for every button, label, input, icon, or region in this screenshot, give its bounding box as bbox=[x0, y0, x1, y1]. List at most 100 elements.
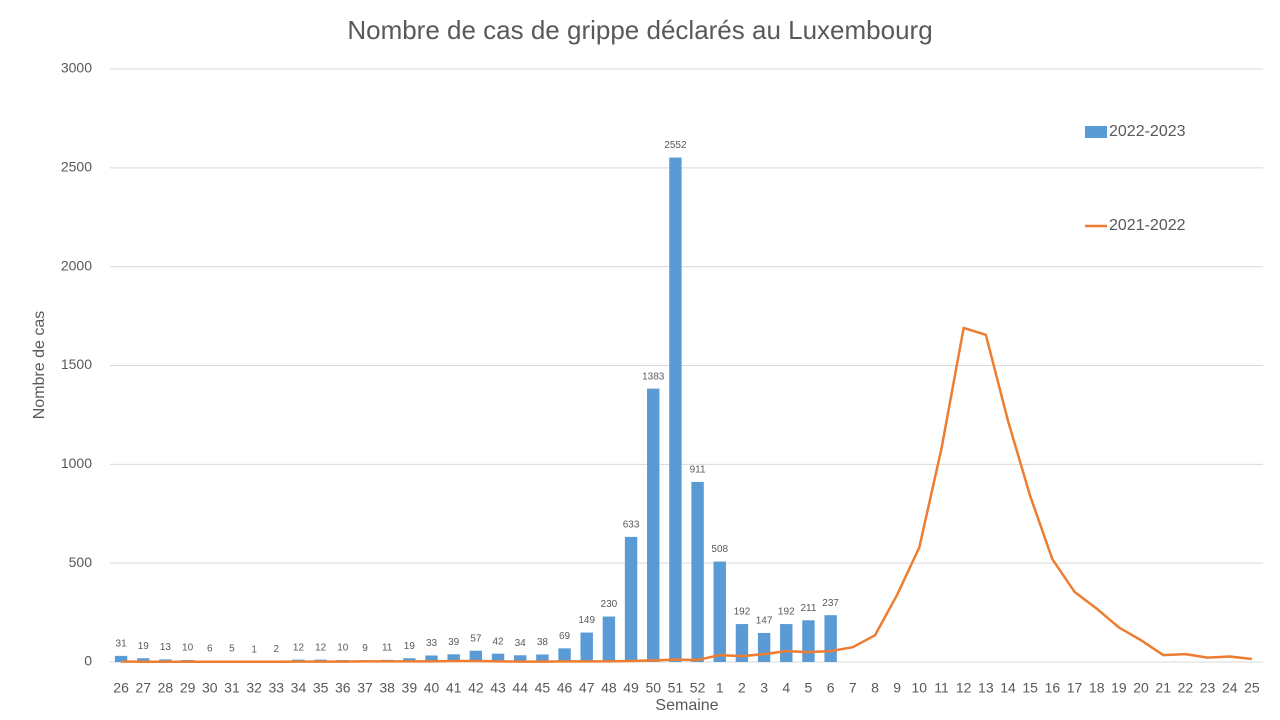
bar bbox=[447, 654, 460, 662]
bar bbox=[469, 650, 483, 662]
y-tick-label: 0 bbox=[84, 653, 92, 669]
x-tick-label: 38 bbox=[379, 680, 395, 696]
data-label: 147 bbox=[756, 616, 773, 627]
x-tick-label: 45 bbox=[535, 680, 551, 696]
x-tick-label: 40 bbox=[424, 680, 440, 696]
x-tick-label: 32 bbox=[246, 680, 262, 696]
data-label: 38 bbox=[537, 637, 549, 648]
bar bbox=[403, 658, 416, 662]
y-tick-label: 2500 bbox=[61, 159, 92, 175]
data-label: 1383 bbox=[642, 371, 665, 382]
x-tick-label: 10 bbox=[912, 680, 928, 696]
x-axis-label: Semaine bbox=[655, 697, 718, 714]
x-tick-label: 39 bbox=[402, 680, 418, 696]
data-label: 192 bbox=[778, 607, 795, 618]
x-tick-label: 50 bbox=[645, 680, 661, 696]
x-tick-label: 37 bbox=[357, 680, 373, 696]
x-tick-label: 52 bbox=[690, 680, 706, 696]
y-tick-label: 2000 bbox=[61, 257, 92, 273]
x-tick-label: 20 bbox=[1133, 680, 1149, 696]
bar bbox=[602, 616, 616, 662]
data-label: 57 bbox=[470, 633, 482, 644]
x-tick-label: 29 bbox=[180, 680, 196, 696]
x-tick-label: 8 bbox=[871, 680, 879, 696]
data-label: 5 bbox=[229, 644, 235, 655]
bar bbox=[802, 620, 815, 662]
x-tick-label: 1 bbox=[716, 680, 724, 696]
data-label: 12 bbox=[315, 642, 327, 653]
data-label: 33 bbox=[426, 638, 438, 649]
x-tick-label: 18 bbox=[1089, 680, 1105, 696]
bar bbox=[580, 632, 593, 662]
data-label: 13 bbox=[160, 642, 172, 653]
data-label: 211 bbox=[800, 603, 816, 614]
legend-swatch bbox=[1085, 126, 1107, 138]
bar bbox=[114, 655, 128, 662]
x-tick-label: 15 bbox=[1022, 680, 1038, 696]
y-tick-label: 1500 bbox=[61, 356, 92, 372]
bar bbox=[713, 561, 726, 662]
bar bbox=[757, 632, 771, 662]
x-tick-label: 34 bbox=[291, 680, 307, 696]
x-tick-label: 48 bbox=[601, 680, 617, 696]
x-tick-label: 6 bbox=[827, 680, 835, 696]
data-label: 6 bbox=[207, 643, 213, 654]
y-tick-label: 1000 bbox=[61, 455, 92, 471]
data-label: 911 bbox=[690, 465, 706, 476]
bar bbox=[558, 648, 571, 662]
legend-label: 2022-2023 bbox=[1109, 123, 1186, 140]
bar bbox=[824, 615, 837, 662]
bar bbox=[137, 658, 150, 662]
x-tick-label: 44 bbox=[512, 680, 528, 696]
data-label: 10 bbox=[182, 643, 194, 654]
x-tick-label: 5 bbox=[805, 680, 813, 696]
data-label: 2552 bbox=[664, 140, 687, 151]
x-tick-label: 12 bbox=[956, 680, 972, 696]
bar bbox=[780, 624, 793, 662]
data-label: 192 bbox=[734, 607, 751, 618]
x-tick-label: 51 bbox=[668, 680, 684, 696]
y-axis-label: Nombre de cas bbox=[31, 311, 48, 420]
data-label: 12 bbox=[293, 642, 305, 653]
data-label: 39 bbox=[448, 637, 460, 648]
x-tick-label: 4 bbox=[782, 680, 790, 696]
x-tick-label: 42 bbox=[468, 680, 484, 696]
bar bbox=[536, 654, 549, 662]
x-tick-label: 41 bbox=[446, 680, 462, 696]
x-tick-label: 28 bbox=[158, 680, 174, 696]
x-tick-label: 14 bbox=[1000, 680, 1016, 696]
data-label: 508 bbox=[711, 544, 728, 555]
y-tick-label: 500 bbox=[69, 554, 93, 570]
x-tick-label: 7 bbox=[849, 680, 857, 696]
bar bbox=[669, 157, 682, 662]
x-tick-label: 3 bbox=[760, 680, 768, 696]
data-label: 31 bbox=[116, 639, 128, 650]
x-tick-label: 25 bbox=[1244, 680, 1260, 696]
data-label: 2 bbox=[274, 644, 280, 655]
x-tick-label: 11 bbox=[934, 680, 949, 696]
x-tick-label: 46 bbox=[557, 680, 573, 696]
x-tick-label: 33 bbox=[269, 680, 285, 696]
x-tick-label: 24 bbox=[1222, 680, 1238, 696]
x-tick-label: 23 bbox=[1200, 680, 1216, 696]
x-tick-label: 30 bbox=[202, 680, 218, 696]
y-tick-label: 3000 bbox=[61, 60, 92, 76]
data-label: 69 bbox=[559, 631, 571, 642]
x-tick-label: 16 bbox=[1045, 680, 1061, 696]
x-tick-label: 19 bbox=[1111, 680, 1127, 696]
data-label: 1 bbox=[251, 644, 257, 655]
x-tick-label: 49 bbox=[623, 680, 639, 696]
x-tick-label: 43 bbox=[490, 680, 506, 696]
data-label: 42 bbox=[492, 636, 504, 647]
bar bbox=[647, 388, 660, 662]
x-tick-label: 26 bbox=[113, 680, 129, 696]
data-label: 34 bbox=[515, 638, 527, 649]
x-tick-label: 13 bbox=[978, 680, 994, 696]
line bbox=[121, 326, 1253, 664]
data-label: 19 bbox=[404, 641, 416, 652]
bar bbox=[513, 655, 527, 662]
data-label: 10 bbox=[337, 643, 349, 654]
x-tick-label: 2 bbox=[738, 680, 746, 696]
bar bbox=[491, 653, 505, 662]
